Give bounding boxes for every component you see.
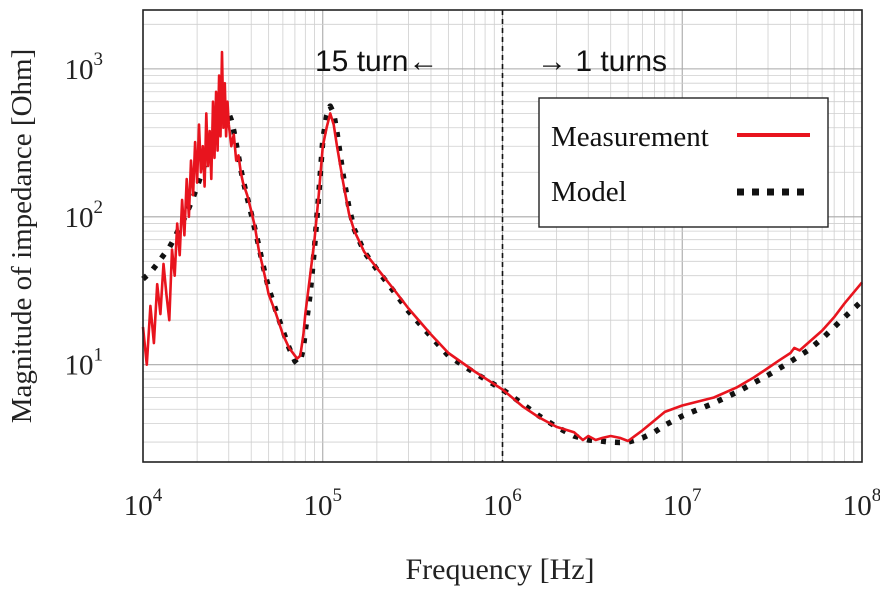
series-line-measurement — [141, 50, 863, 443]
x-tick-label: 106 — [483, 485, 522, 522]
legend-label-model: Model — [551, 176, 627, 208]
left-region-label: 15 turn← — [315, 45, 438, 78]
y-axis-label: Magnitude of impedance [Ohm] — [6, 49, 38, 423]
y-tick-label: 102 — [65, 197, 104, 234]
y-tick-label: 101 — [65, 345, 104, 382]
plot-frame — [142, 9, 863, 463]
series-layer — [141, 50, 864, 446]
grid-lines — [142, 10, 862, 462]
x-axis-label: Frequency [Hz] — [405, 553, 594, 586]
legend-box — [538, 97, 829, 228]
y-tick-label: 103 — [65, 49, 104, 86]
x-tick-label: 108 — [843, 485, 880, 522]
legend: Measurement Model — [538, 97, 829, 228]
x-axis-ticks: 104 105 106 107 108 — [124, 485, 880, 522]
x-tick-label: 104 — [124, 485, 163, 522]
right-region-label: → 1 turns — [537, 45, 667, 78]
legend-label-measurement: Measurement — [551, 121, 709, 153]
x-tick-label: 107 — [663, 485, 702, 522]
y-axis-ticks: 101 102 103 — [65, 49, 104, 382]
x-tick-label: 105 — [304, 485, 343, 522]
